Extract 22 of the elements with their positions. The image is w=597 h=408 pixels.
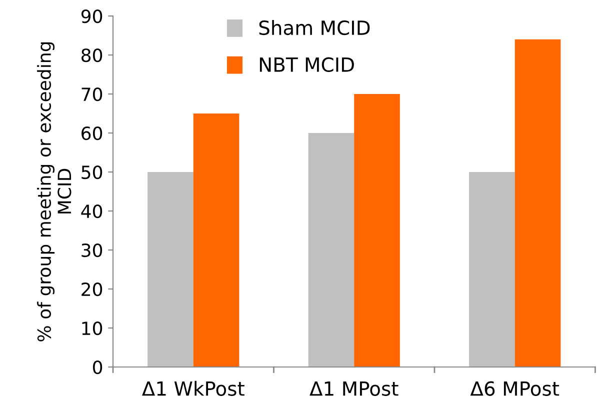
bar — [148, 172, 194, 367]
x-tick-label: Δ6 MPost — [470, 381, 560, 396]
bar — [308, 133, 354, 367]
y-tick-label: 30 — [82, 243, 102, 258]
y-tick-label: 50 — [82, 165, 102, 180]
x-tick-label: Δ1 WkPost — [142, 380, 244, 396]
y-tick-label: 20 — [82, 282, 102, 296]
legend-label: NBT MCID — [260, 57, 354, 72]
legend-label: Sham MCID — [259, 20, 370, 36]
bar — [469, 172, 515, 367]
y-tick-label: 0 — [92, 360, 102, 374]
y-tick-label: 70 — [82, 87, 102, 102]
bar — [354, 94, 400, 367]
y-tick-label: 60 — [82, 126, 102, 140]
y-tick-label: 80 — [82, 48, 102, 62]
bar — [193, 114, 240, 367]
bar — [514, 39, 561, 367]
y-tick-label: 10 — [82, 321, 102, 336]
y-tick-label: 40 — [81, 204, 102, 218]
y-tick-label: 90 — [81, 9, 102, 24]
x-tick-label: Δ1 MPost — [310, 381, 398, 396]
y-axis-title: % of group meeting or exceeding MCID — [37, 42, 72, 342]
